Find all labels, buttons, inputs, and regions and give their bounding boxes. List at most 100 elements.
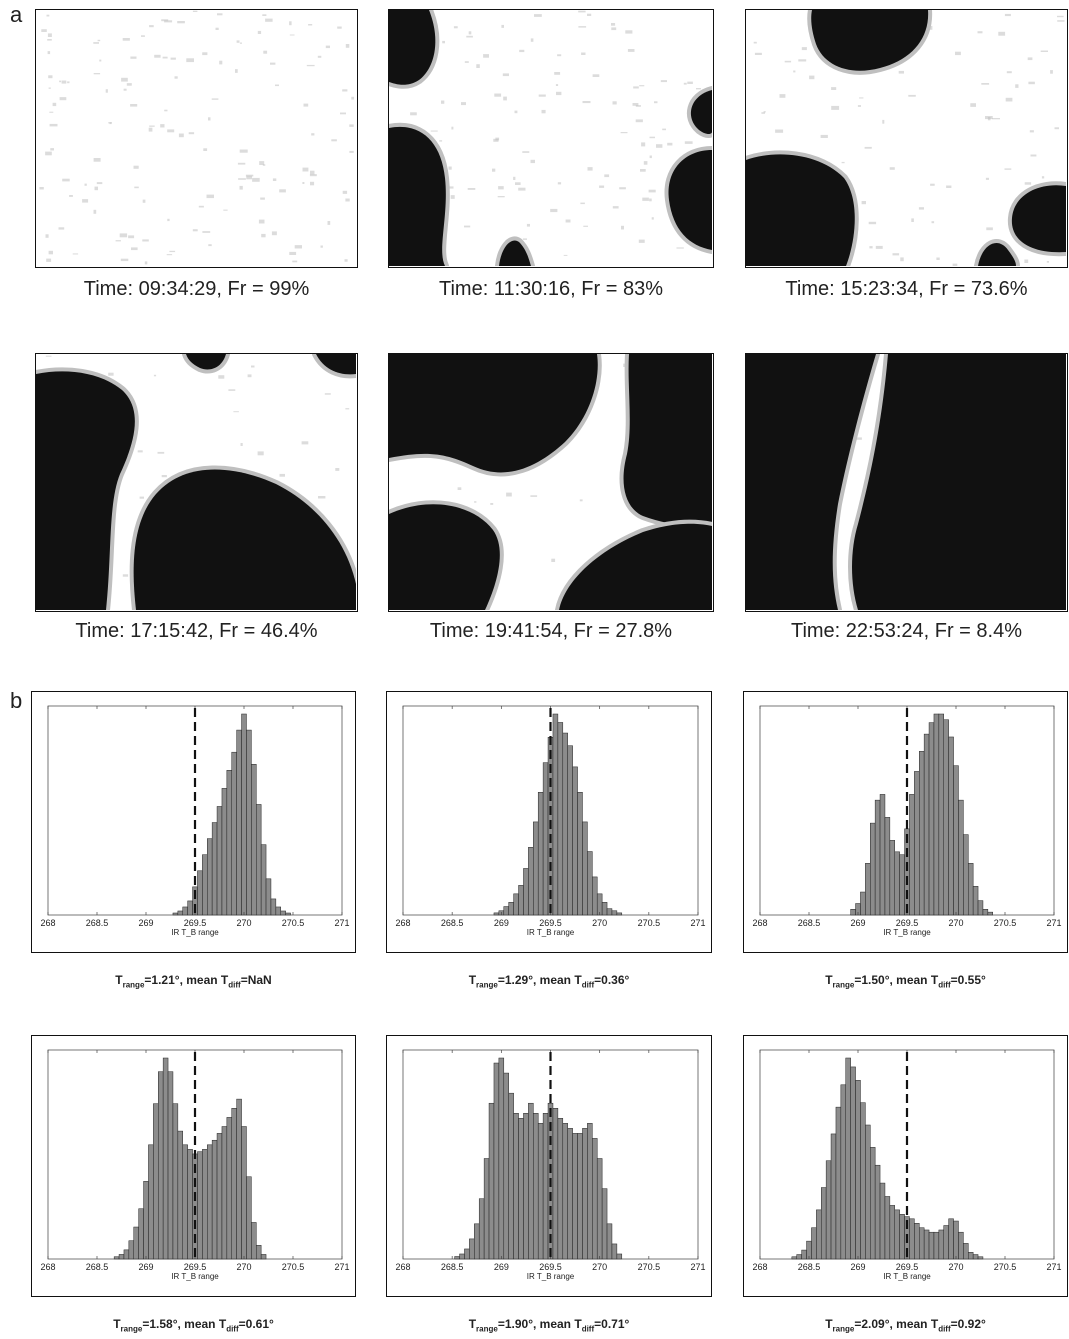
cloud-edge-speckle [495,137,500,141]
x-tick-label: 269.5 [896,918,919,928]
cloud-edge-speckle [260,197,265,200]
cloud-edge-speckle [461,102,466,106]
cloud-edge-speckle [1054,127,1059,130]
histogram-bar [518,885,524,916]
histogram-bar [899,854,905,916]
cloud-edge-speckle [308,24,313,26]
cloud-edge-speckle [239,42,242,44]
cloud-edge-speckle [931,221,935,224]
cloud-edge-speckle [683,82,687,85]
cloudy-region [389,504,500,610]
histogram-bar [884,817,891,916]
cloud-edge-speckle [169,250,176,253]
cloud-edge-speckle [178,133,184,138]
histogram-bar [938,713,945,916]
cloud-edge-speckle [801,47,807,51]
histogram-chart: 268 268.5 269 269.5 270 270.5 271 IR T_B range [395,705,706,937]
histogram-bar [923,1229,930,1260]
cloud-edge-speckle [50,148,54,151]
cloud-edge-speckle [128,235,135,239]
histogram-bar [207,838,213,916]
cloud-edge-speckle [476,64,480,68]
histogram-bar [123,1249,130,1260]
histogram-bar [158,1071,164,1260]
cloud-edge-speckle [126,83,132,86]
cloud-edge-speckle [662,128,666,131]
histogram-bar [177,910,184,916]
cloud-edge-speckle [1040,50,1048,52]
histogram-bar [557,1118,564,1260]
cloudy-region [746,154,855,266]
cloud-edge-speckle [519,49,525,53]
cloud-edge-speckle [177,21,185,24]
histogram-bar [596,893,603,916]
histogram-bar [928,722,935,916]
cloud-edge-speckle [557,54,562,57]
cloud-edge-speckle [621,225,624,230]
cloud-edge-speckle [696,88,701,90]
histogram-bar [825,1160,832,1260]
histogram-bar [596,1158,603,1260]
cloudy-region [811,10,929,71]
histogram-bar [260,1254,267,1260]
cloud-edge-speckle [301,441,309,445]
caption-mean-t-diff: NaN [247,973,272,987]
cloud-edge-speckle [625,30,633,34]
histogram-bar [567,1128,573,1260]
caption-mean-t-diff: 0.61° [245,1317,274,1331]
histogram-bar [582,821,588,916]
cloudy-region [690,90,712,134]
x-tick-label: 270.5 [282,918,305,928]
histogram-chart: 268 268.5 269 269.5 270 270.5 271 IR T_B range [752,705,1062,937]
x-tick-label: 271 [334,918,349,928]
cloud-edge-speckle [217,13,223,16]
x-tick-label: 270.5 [638,918,661,928]
cloud-edge-speckle [506,492,512,497]
histogram-bar [503,906,509,916]
histogram-bar [587,851,593,916]
cloud-edge-speckle [275,84,279,87]
cloud-edge-speckle [272,178,277,181]
histogram-bar [567,745,573,916]
histogram-bar [221,1126,228,1260]
cloud-edge-speckle [684,141,693,144]
cloud-edge-speckle [946,185,952,188]
histogram-bar [275,906,282,916]
cloud-edge-speckle [294,245,302,249]
histogram-bar [172,1103,179,1260]
cloud-edge-speckle [538,94,546,97]
cloud-edge-speckle [977,31,983,34]
histogram-bar [850,909,856,916]
caption-t: T [468,1317,477,1331]
cloud-edge-speckle [551,558,556,562]
cloud-edge-speckle [239,149,248,153]
cloud-edge-speckle [48,250,53,255]
histogram-bar [236,1098,242,1260]
cloud-edge-speckle [565,219,571,223]
histogram-bar [542,762,549,916]
cloud-edge-speckle [46,258,52,262]
cloud-mask-map-5 [388,353,714,612]
cloud-edge-speckle [831,105,840,110]
cloud-edge-speckle [123,88,127,91]
histogram-bar [577,792,583,916]
cloud-edge-speckle [468,31,472,35]
caption-t-range: 1.50° [861,973,890,987]
clear-sky-area [36,10,356,266]
cloud-edge-speckle [530,38,534,42]
histogram-bar [933,1231,940,1260]
cloud-edge-speckle [466,35,473,38]
cloud-edge-speckle [612,101,617,105]
histogram-bar [226,1117,233,1260]
map-caption-2: Time: 11:30:16, Fr = 83% [439,278,663,300]
cloud-edge-speckle [1006,71,1012,74]
cloud-edge-speckle [309,174,317,177]
histogram-bar [498,1057,505,1260]
histogram-bar [513,893,519,916]
caption-mean: , mean T [533,1317,582,1331]
cloud-edge-speckle [238,178,246,180]
cloud-edge-speckle [162,56,168,59]
caption-range-sub: range [476,980,498,990]
histogram-6: 268 268.5 269 269.5 270 270.5 271 IR T_B range [743,1035,1068,1297]
cloud-edge-speckle [1027,57,1033,61]
